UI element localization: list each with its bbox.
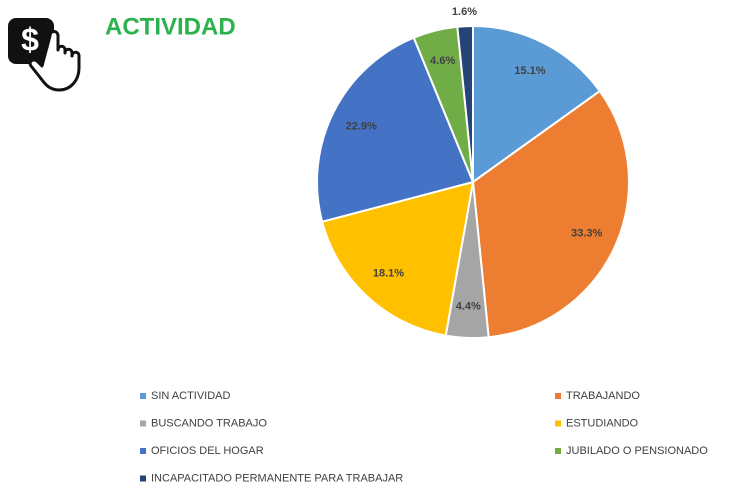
legend-swatch [140, 448, 146, 454]
legend-swatch [140, 393, 146, 399]
chart-title: ACTIVIDAD [105, 13, 236, 40]
data-label: 1.6% [452, 6, 477, 18]
data-label: 4.4% [456, 301, 481, 313]
legend-label: BUSCANDO TRABAJO [151, 417, 267, 429]
data-label: 15.1% [514, 65, 545, 77]
legend-label: SIN ACTIVIDAD [151, 390, 231, 402]
icon: $ [8, 18, 81, 92]
icon-symbol: $ [21, 21, 39, 57]
legend-swatch [140, 475, 146, 482]
legend-swatch [555, 420, 561, 427]
data-label: 18.1% [373, 268, 404, 280]
legend-label: TRABAJANDO [566, 390, 640, 402]
legend-swatch [140, 420, 146, 427]
pie-slice [320, 180, 475, 337]
legend-label: OFICIOS DEL HOGAR [151, 445, 264, 457]
data-label: 33.3% [571, 227, 602, 239]
pie-slice [316, 36, 475, 223]
legend-label: INCAPACITADO PERMANENTE PARA TRABAJAR [151, 472, 403, 484]
pie-slice [456, 24, 474, 183]
legend-label: JUBILADO O PENSIONADO [566, 445, 708, 457]
data-label: 4.6% [430, 55, 455, 67]
legend-label: ESTUDIANDO [566, 417, 639, 429]
data-label: 22.9% [346, 120, 377, 132]
legend-swatch [555, 448, 561, 454]
pie-slice [471, 89, 630, 339]
pie-slice [472, 24, 602, 184]
legend-swatch [555, 393, 561, 399]
